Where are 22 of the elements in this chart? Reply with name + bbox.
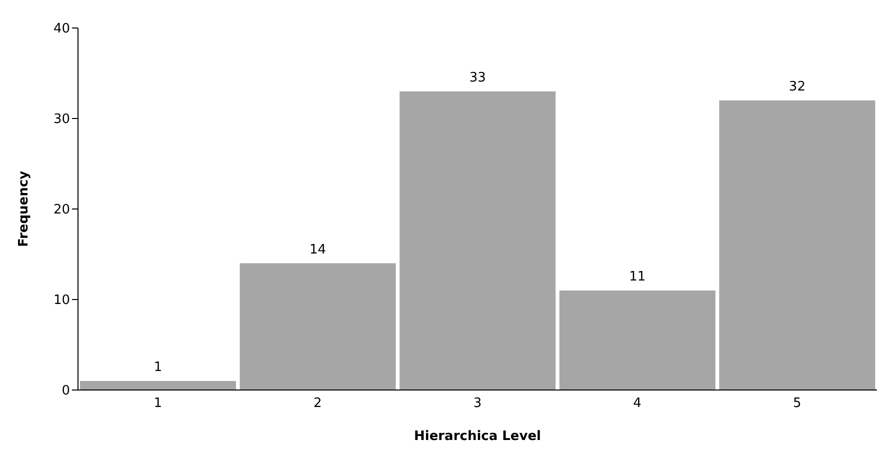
data-label: 14 [310,242,326,258]
y-tick-label: 40 [53,22,70,37]
x-tick-label: 3 [473,396,482,412]
bar [400,91,556,390]
bar [240,263,396,390]
x-tick-label: 4 [633,396,642,412]
x-tick-label: 1 [154,396,162,412]
x-tick-label: 5 [792,396,802,412]
x-axis-title: Hierarchica Level [414,429,542,444]
y-tick-label: 30 [53,112,70,128]
y-tick-label: 0 [62,384,70,399]
data-label: 33 [469,70,486,86]
x-tick-label: 2 [314,396,322,412]
data-label: 32 [788,79,806,94]
y-tick-label: 20 [53,202,70,218]
y-axis-title: Frequency [16,170,32,248]
bar [559,290,716,390]
data-label: 11 [629,269,646,284]
data-label: 1 [154,360,162,375]
bar [719,100,876,390]
y-tick-label: 10 [53,293,70,308]
bar [80,380,236,390]
